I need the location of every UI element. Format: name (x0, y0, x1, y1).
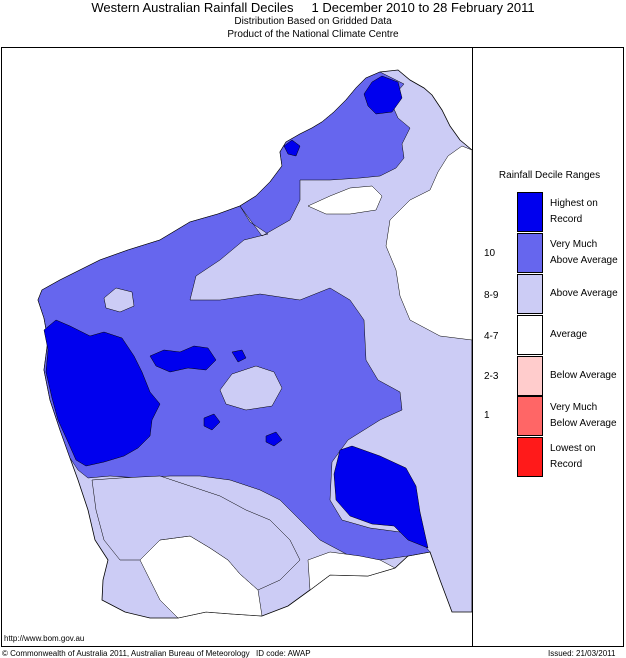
legend-label-highest: Highest on Record (550, 198, 598, 225)
legend-label-very-much-above: Very Much Above Average (550, 239, 618, 266)
map-title: Western Australian Rainfall Deciles 1 De… (91, 0, 535, 15)
legend-swatch-very-much-above (517, 233, 543, 273)
region-above-average-southwest (91, 475, 301, 591)
legend-swatch-below (517, 356, 543, 396)
region-highest-central (149, 345, 217, 373)
region-highest-small-2 (265, 431, 283, 447)
legend-title: Rainfall Decile Ranges (498, 170, 601, 181)
legend-decile-10: 10 (484, 248, 496, 259)
region-above-average-pilbara (103, 287, 135, 313)
legend-label-below: Below Average (550, 370, 617, 381)
source-url: http://www.bom.gov.au (4, 634, 85, 643)
region-highest-small-1 (203, 413, 221, 431)
legend-swatch-average (517, 315, 543, 355)
region-above-average-lake (219, 365, 283, 411)
legend-decile-1: 1 (484, 410, 490, 421)
region-highest-kimberley-west (283, 139, 301, 157)
map-subtitle: Distribution Based on Gridded Data (234, 16, 392, 27)
legend-swatch-lowest (517, 437, 543, 477)
legend-label-average: Average (550, 329, 588, 340)
region-highest-east (333, 445, 429, 549)
legend-swatch-highest (517, 192, 543, 232)
region-average-kimberley (307, 185, 383, 215)
region-highest-west-coast (43, 319, 161, 467)
region-highest-north (363, 75, 403, 115)
map-product-line: Product of the National Climate Centre (227, 29, 399, 40)
legend-divider (472, 47, 473, 647)
copyright-notice: © Commonwealth of Australia 2011, Austra… (2, 649, 250, 658)
legend-decile-8-9: 8-9 (484, 290, 499, 301)
map-frame (1, 47, 624, 647)
region-average-southeast (307, 551, 396, 591)
legend-label-very-much-below: Very Much Below Average (550, 402, 617, 429)
issued-date: Issued: 21/03/2011 (548, 649, 616, 658)
region-average-east (385, 145, 473, 341)
region-highest-small-3 (231, 349, 247, 363)
legend-decile-4-7: 4-7 (484, 331, 499, 342)
legend-swatch-above (517, 274, 543, 314)
legend-label-lowest: Lowest on Record (550, 443, 596, 470)
id-code: ID code: AWAP (256, 649, 311, 658)
legend-swatch-very-much-below (517, 396, 543, 436)
legend-label-above: Above Average (550, 288, 618, 299)
legend-decile-2-3: 2-3 (484, 371, 499, 382)
